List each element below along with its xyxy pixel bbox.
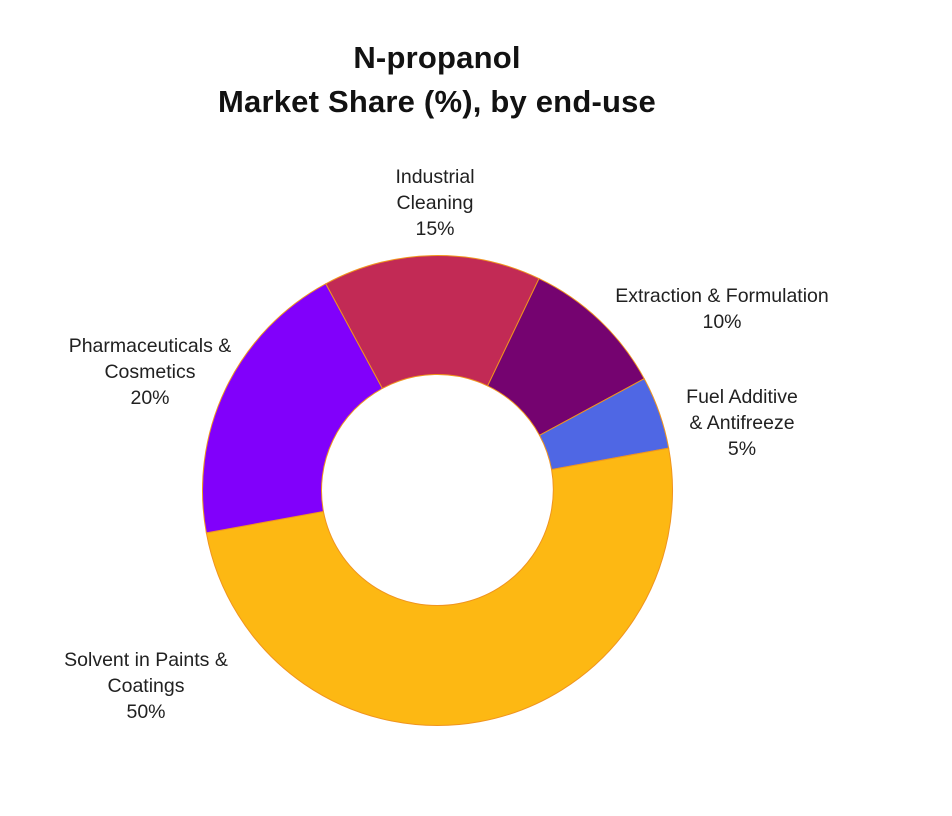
slice-label-line: 15% [415,218,455,240]
slice-label-line: 5% [727,438,757,460]
chart-title: N-propanol Market Share (%), by end-use [218,36,656,124]
slice-label-line: Coatings [107,675,185,697]
slice-label-solvent-paints-coatings: Solvent in Paints & Coatings 50% [64,647,228,725]
slice-label-line: Cleaning [396,192,474,214]
slice-label-extraction-formulation: Extraction & Formulation 10% [615,283,829,335]
slice-label-line: Industrial [395,166,475,188]
slice-label-industrial-cleaning: Industrial Cleaning 15% [395,164,474,242]
slice-label-line: Solvent in Paints & [64,649,228,671]
slice-label-line: 50% [126,701,166,723]
chart-title-line2: Market Share (%), by end-use [218,84,656,119]
donut-slice-solvent-paints-coatings [205,447,673,726]
slice-label-line: Cosmetics [104,361,196,383]
donut-slice-industrial-cleaning [325,255,540,390]
chart-title-line1: N-propanol [353,40,521,75]
slice-label-line: Fuel Additive [686,386,798,408]
slice-label-line: 20% [130,387,170,409]
slice-label-line: Pharmaceuticals & [68,335,232,357]
slice-label-line: 10% [702,311,742,333]
slice-label-pharmaceuticals-cosmetics: Pharmaceuticals & Cosmetics 20% [69,333,232,411]
donut-slice-pharmaceuticals-cosmetics [202,283,384,534]
slice-label-line: & Antifreeze [689,412,795,434]
slice-label-line: Extraction & Formulation [615,285,829,307]
slice-label-fuel-additive-antifreeze: Fuel Additive & Antifreeze 5% [686,384,798,462]
